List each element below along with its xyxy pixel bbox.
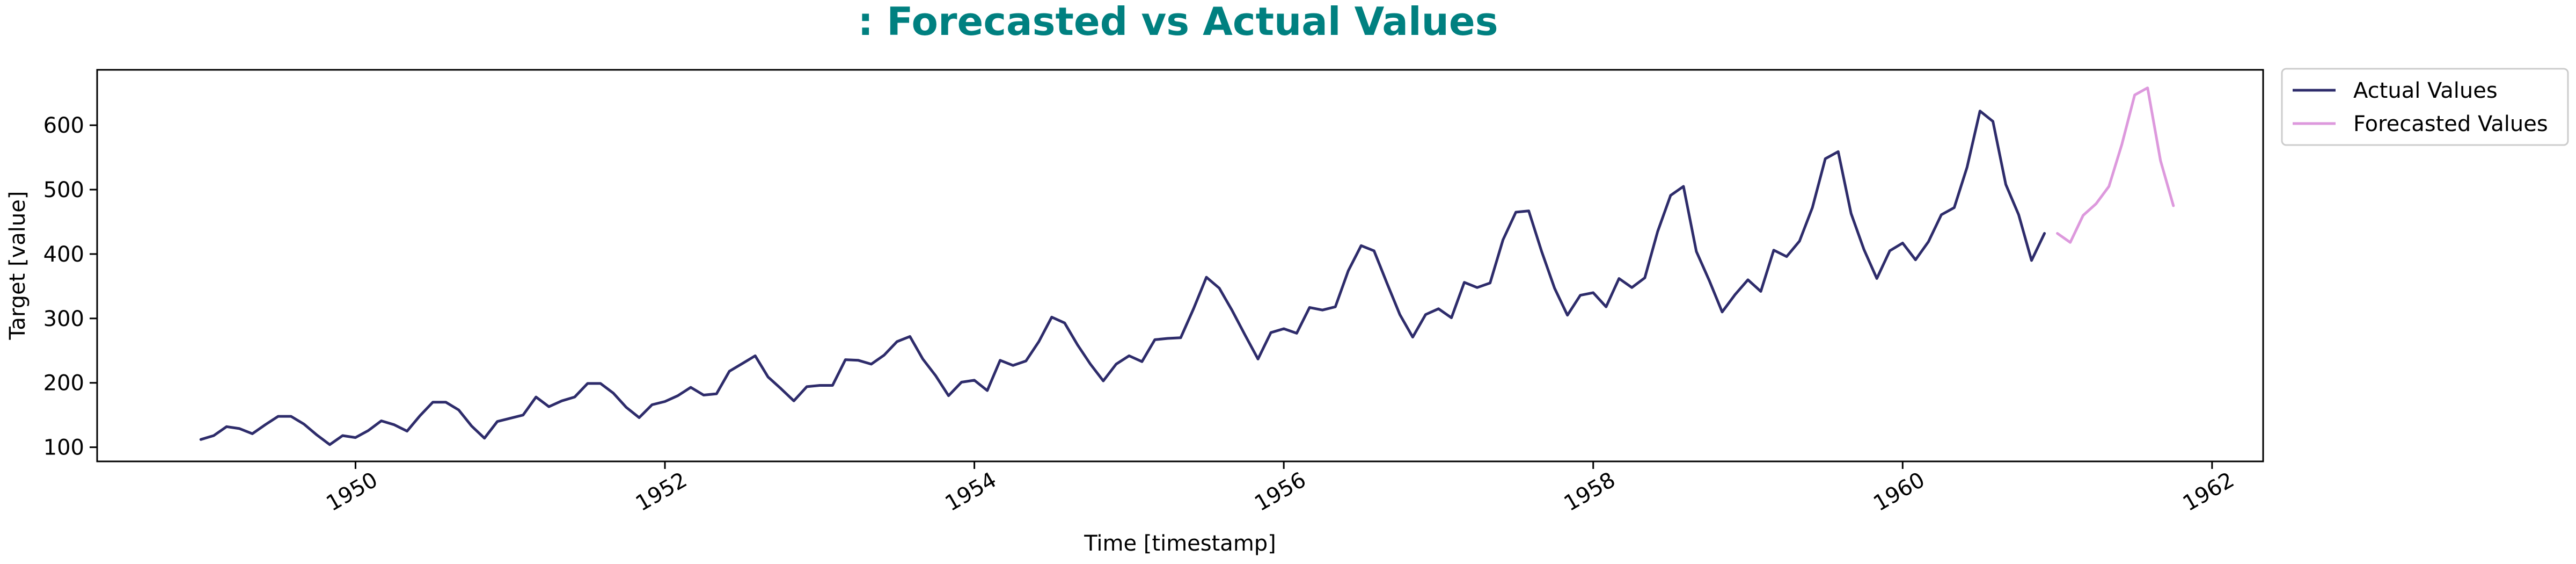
- x-tick-label: 1958: [1560, 467, 1620, 516]
- x-axis: 1950 1952 1954 1956 1958 1960 1962: [322, 461, 2238, 516]
- y-tick-label: 400: [43, 242, 84, 267]
- x-axis-label: Time [timestamp]: [1084, 531, 1276, 556]
- series-layer: [199, 86, 2175, 446]
- y-tick-label: 300: [43, 307, 84, 331]
- series-line-1: [199, 110, 2046, 446]
- y-tick-label: 500: [43, 178, 84, 203]
- legend-label: Forecasted Values: [2353, 112, 2548, 136]
- legend: Actual Values Forecasted Values: [2281, 68, 2569, 146]
- legend-label: Actual Values: [2353, 78, 2498, 103]
- legend-box: [2281, 68, 2569, 146]
- y-tick-label: 100: [43, 436, 84, 460]
- chart-title: : Forecasted vs Actual Values: [858, 0, 1498, 44]
- y-tick-label: 600: [43, 113, 84, 138]
- x-tick-label: 1960: [1869, 467, 1929, 516]
- x-tick-label: 1952: [632, 467, 691, 516]
- x-tick-label: 1956: [1250, 467, 1310, 516]
- x-tick-label: 1950: [322, 467, 382, 516]
- y-axis-label: Target [value]: [5, 191, 30, 341]
- y-axis: 100 200 300 400 500 600: [43, 113, 97, 460]
- plot-frame: [96, 69, 2264, 462]
- x-tick-label: 1954: [941, 467, 1001, 516]
- series-line-2: [2056, 86, 2175, 244]
- plot-area: [96, 69, 2264, 462]
- x-tick-label: 1962: [2179, 467, 2238, 516]
- y-tick-label: 200: [43, 371, 84, 396]
